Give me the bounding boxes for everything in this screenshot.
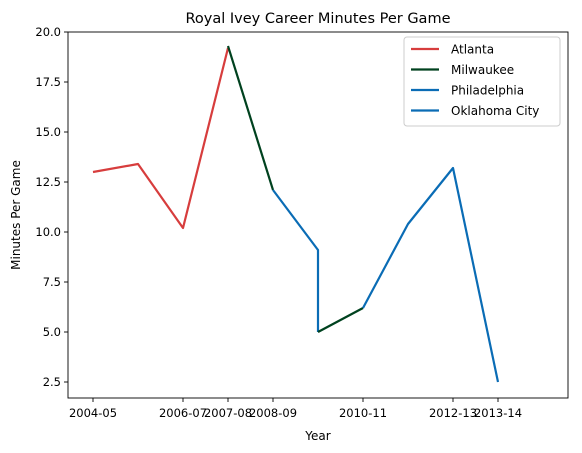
legend-label-oklahoma-city: Oklahoma City bbox=[451, 104, 539, 118]
legend: Atlanta Milwaukee Philadelphia Oklahoma Cit… bbox=[403, 36, 561, 127]
x-tick-label: 2006-07 bbox=[159, 406, 207, 420]
legend-box bbox=[403, 36, 561, 127]
x-tick-label: 2004-05 bbox=[69, 406, 117, 420]
y-tick-label: 5.0 bbox=[43, 325, 61, 339]
series-line-oklahoma-city bbox=[362, 166, 500, 383]
y-tick-label: 17.5 bbox=[35, 75, 61, 89]
legend-label-milwaukee: Milwaukee bbox=[451, 63, 514, 77]
series-line-milwaukee bbox=[317, 307, 364, 333]
legend-label-atlanta: Atlanta bbox=[451, 43, 494, 57]
x-axis-label: Year bbox=[304, 429, 330, 443]
x-tick-label: 2013-14 bbox=[474, 406, 522, 420]
y-axis-ticks: 2.5 5.0 7.5 10.0 12.5 15.0 17.5 20.0 bbox=[35, 25, 68, 389]
x-tick-label: 2007-08 bbox=[204, 406, 252, 420]
series-line-atlanta bbox=[92, 47, 230, 230]
y-tick-label: 15.0 bbox=[35, 125, 61, 139]
series-lines bbox=[92, 45, 500, 383]
y-tick-label: 20.0 bbox=[35, 25, 61, 39]
chart-title: Royal Ivey Career Minutes Per Game bbox=[185, 11, 450, 27]
y-tick-label: 10.0 bbox=[35, 225, 61, 239]
legend-label-philadelphia: Philadelphia bbox=[451, 84, 524, 98]
x-tick-label: 2008-09 bbox=[249, 406, 297, 420]
y-axis-label: Minutes Per Game bbox=[9, 160, 23, 270]
y-tick-label: 7.5 bbox=[43, 275, 61, 289]
y-tick-label: 2.5 bbox=[43, 375, 61, 389]
plot-area-frame bbox=[67, 31, 569, 399]
x-tick-label: 2012-13 bbox=[429, 406, 477, 420]
series-line-philadelphia bbox=[272, 189, 320, 332]
y-tick-label: 12.5 bbox=[35, 175, 61, 189]
x-tick-label: 2010-11 bbox=[339, 406, 387, 420]
series-line-milwaukee bbox=[226, 45, 275, 191]
